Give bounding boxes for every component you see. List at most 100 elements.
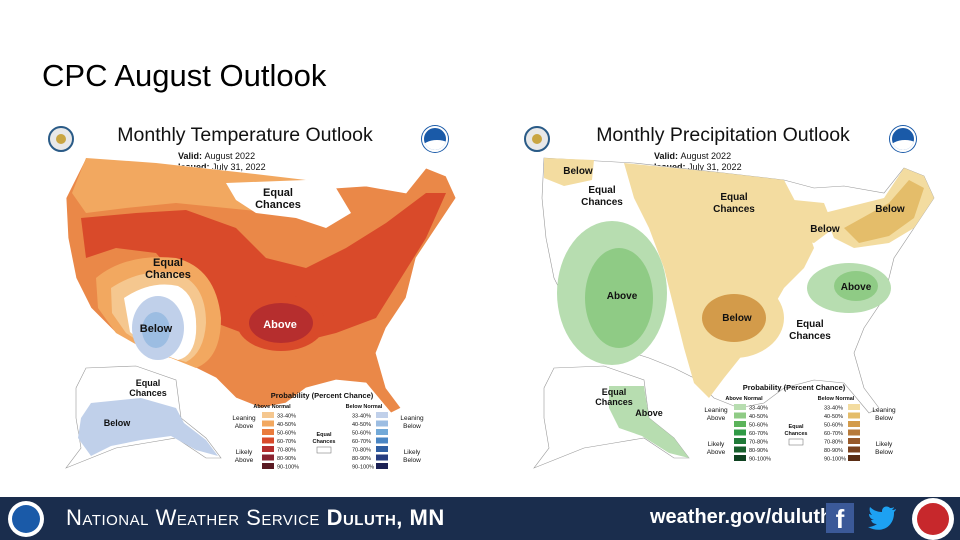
slide-title: CPC August Outlook [42,58,327,93]
precip-legend-above-swatch [734,412,746,419]
temp-legend-above-swatch [262,420,274,427]
temp-label-equal-west-1: Equal [153,257,183,269]
noaa-logo-icon [422,126,448,152]
temp-legend-below-swatch [376,412,388,418]
precip-legend-below-range: 70-80% [824,440,843,446]
temp-likely-below-1: Likely [404,449,421,456]
temp-legend-below-swatch [376,420,388,427]
precip-legend-above-range: 90-100% [749,457,771,463]
precip-legend-equal-2: Chances [785,431,808,437]
temp-legend-above-range: 40-50% [277,422,296,428]
footer-website-link[interactable]: weather.gov/duluth [650,506,833,528]
precip-legend-above-header: Above Normal [725,396,763,402]
precip-ne-below-dark [844,180,924,243]
precip-valid: Valid: August 2022 [654,151,732,161]
precip-legend-below-range: 50-60% [824,423,843,429]
temp-legend-below-range: 50-60% [352,431,371,437]
temp-leaning-below-2: Below [403,423,421,430]
precip-legend-below-range: 40-50% [824,414,843,420]
temp-legend-above-range: 50-60% [277,431,296,437]
precip-legend-below-range: 90-100% [824,457,846,463]
temperature-outlook-panel: Monthly Temperature Outlook Valid: Augus… [6,118,484,488]
temp-legend-below-range: 33-40% [352,414,371,420]
precip-label-equal-s-2: Chances [789,331,831,342]
precip-legend-above-swatch [734,438,746,444]
precip-legend-equal-1: Equal [789,424,804,430]
precipitation-outlook-panel: Monthly Precipitation Outlook Valid: Aug… [484,118,960,488]
precip-legend-title: Probability (Percent Chance) [743,383,846,392]
precip-label-equal-n-2: Chances [713,204,755,215]
precip-legend-below-swatch [848,438,860,444]
temp-legend-above-range: 90-100% [277,465,299,471]
commerce-seal-icon [48,126,74,152]
precip-label-below-glakes: Below [810,224,840,235]
temp-legend-above-swatch [262,429,274,435]
nws-logo-icon [8,501,44,537]
temp-leaning-below-1: Leaning [400,415,424,422]
temp-equal-north [226,180,351,228]
precip-label-below-nw: Below [563,166,593,177]
temp-legend-above-swatch [262,437,274,444]
temp-legend-equal-1: Equal [317,432,332,438]
precip-legend-above-swatch [734,404,746,410]
precip-legend-below-swatch [848,412,860,419]
temp-likely-above-2: Above [235,457,254,464]
precipitation-legend: Probability (Percent Chance) Above Norma… [704,383,896,463]
precip-alaska-above [609,386,689,458]
precip-leaning-below-2: Below [875,415,893,422]
precip-legend-above-range: 70-80% [749,440,768,446]
temp-legend-above-swatch [262,454,274,461]
precip-label-below-plains: Below [722,313,752,324]
precip-leaning-below-1: Leaning [872,407,896,414]
precip-legend-above-swatch [734,421,746,427]
temp-alaska-below [78,398,218,456]
temp-legend-below-range: 40-50% [352,422,371,428]
precip-legend-below-range: 60-70% [824,431,843,437]
precip-legend-above-range: 80-90% [749,448,768,454]
temp-legend-below-swatch [376,446,388,452]
precip-likely-below-1: Likely [876,441,893,448]
precip-label-above-se: Above [841,282,872,293]
temp-legend-above-range: 60-70% [277,439,296,445]
temp-label-alaska-equal-2: Chances [129,388,167,398]
precip-legend-above-swatch [734,455,746,461]
precip-label-alaska-equal-1: Equal [602,387,627,397]
temp-below-blue-inner [142,312,170,348]
temp-label-alaska-below: Below [104,418,132,428]
temp-legend-equal-swatch [316,446,332,454]
temp-legend-above-range: 33-40% [277,414,296,420]
temp-leaning-above-1: Leaning [232,415,256,422]
precip-legend-below-swatch [848,404,860,410]
temp-legend-below-range: 70-80% [352,448,371,454]
temp-legend-below-range: 80-90% [352,456,371,462]
temp-legend-above-range: 70-80% [277,448,296,454]
twitter-icon[interactable] [866,502,898,534]
precip-legend-above-range: 50-60% [749,423,768,429]
precip-legend-equal-swatch [788,438,804,446]
precip-legend-below-swatch [848,446,860,453]
temp-legend-below-swatch [376,437,388,444]
precip-label-alaska-equal-2: Chances [595,397,633,407]
footer-nws-name: National Weather Service [66,505,320,530]
precip-legend-above-swatch [734,446,746,453]
temp-legend-below-swatch [376,429,388,435]
precip-leaning-above-1: Leaning [704,407,728,414]
precip-likely-below-2: Below [875,449,893,456]
precip-label-equal-n-1: Equal [720,192,747,203]
temperature-map-svg: Equal Chances Equal Chances Below Above … [65,157,457,471]
temp-likely-below-2: Below [403,457,421,464]
precip-sw-above-inner [585,248,653,348]
precip-label-equal-s-1: Equal [796,319,823,330]
temp-legend-above-swatch [262,463,274,469]
temp-leaning-above-2: Above [235,423,254,430]
temp-label-equal-north-2: Chances [255,199,301,211]
precipitation-map-title: Monthly Precipitation Outlook [596,124,850,146]
temp-legend-above-range: 80-90% [277,456,296,462]
facebook-icon[interactable]: f [826,503,854,534]
temp-label-below: Below [140,323,173,335]
noaa-logo-icon [890,126,916,152]
temp-label-equal-north-1: Equal [263,187,293,199]
precip-legend-below-header: Below Normal [818,396,855,402]
precip-label-above-sw: Above [607,291,638,302]
footer-office-name: National Weather Service Duluth, MN [66,505,445,531]
